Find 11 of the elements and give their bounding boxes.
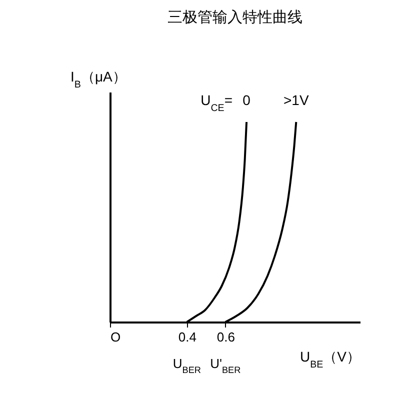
x-tick-label: 0.6 bbox=[216, 330, 235, 344]
legend-title: U$_{CE}$= bbox=[200, 92, 233, 114]
x-axis-title: U$_{BE}$（V） bbox=[300, 348, 360, 370]
x-tick-label: O bbox=[110, 330, 121, 344]
y-axis-title: I$_{B}$（μA） bbox=[70, 68, 126, 90]
annotation: U'$_{BER}$ bbox=[210, 356, 242, 375]
annotation: U$_{BER}$ bbox=[172, 356, 202, 375]
series-label: 0 bbox=[242, 92, 251, 108]
chart-title: 三极管输入特性曲线 bbox=[168, 8, 302, 26]
x-tick-label: 0.4 bbox=[178, 330, 196, 344]
series-label: >1V bbox=[284, 92, 310, 108]
